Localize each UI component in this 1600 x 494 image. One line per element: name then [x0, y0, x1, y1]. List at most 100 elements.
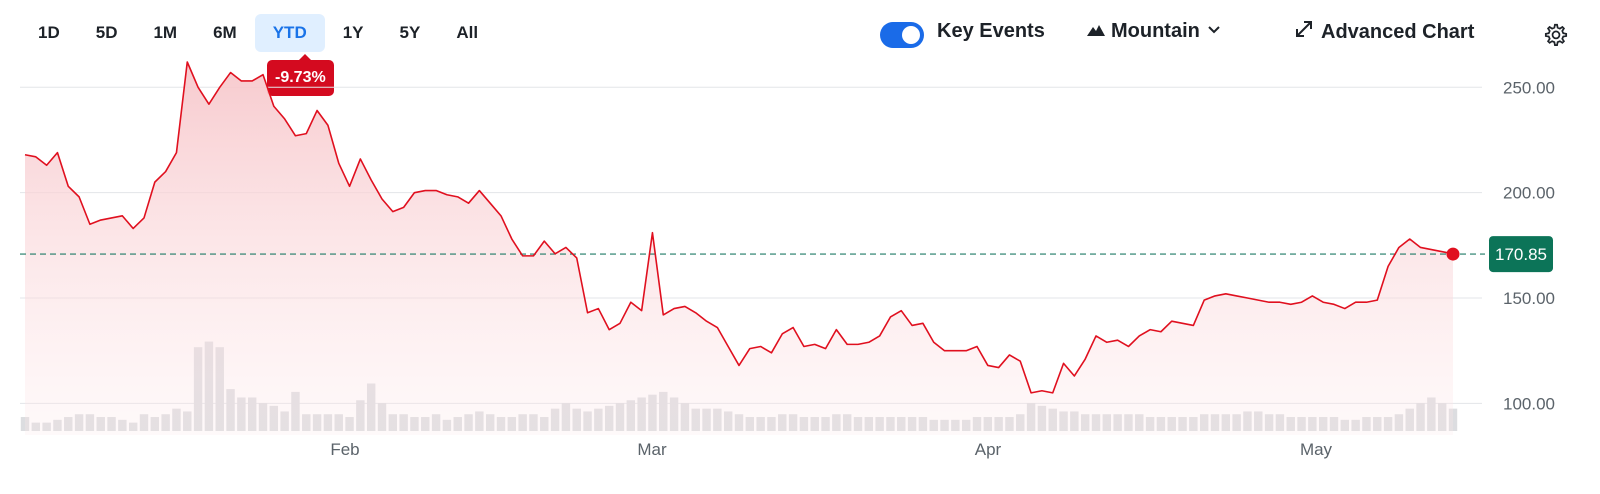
key-events-label: Key Events: [937, 20, 1045, 42]
volume-bar: [680, 403, 690, 431]
key-events-toggle[interactable]: [880, 22, 924, 48]
volume-bar: [399, 414, 408, 431]
volume-bar: [518, 414, 527, 431]
volume-bar: [767, 417, 776, 431]
volume-bar: [669, 397, 679, 431]
volume-bar: [1059, 411, 1068, 431]
volume-bar: [64, 417, 73, 431]
volume-bar: [983, 417, 993, 431]
volume-bar: [1254, 411, 1263, 431]
volume-bar: [1437, 403, 1447, 431]
expand-arrows-icon: [1295, 20, 1313, 44]
volume-bar: [139, 414, 149, 431]
range-button-ytd[interactable]: YTD: [254, 14, 325, 52]
volume-bar: [366, 383, 376, 431]
range-button-all[interactable]: All: [456, 23, 479, 42]
volume-bar: [886, 417, 895, 431]
volume-bar: [897, 417, 906, 431]
volume-bar: [594, 408, 603, 431]
mountain-icon: [1087, 20, 1105, 43]
volume-bar: [648, 394, 657, 431]
volume-bar: [1362, 417, 1371, 431]
volume-bar: [756, 417, 765, 431]
volume-bar: [291, 391, 300, 431]
volume-bar: [918, 417, 928, 431]
volume-bar: [972, 417, 982, 431]
volume-bar: [237, 397, 246, 431]
range-button-1d[interactable]: 1D: [38, 23, 60, 42]
volume-bar: [150, 417, 160, 431]
volume-bar: [842, 414, 852, 431]
range-button-1m[interactable]: 1M: [153, 23, 178, 42]
volume-bar: [864, 417, 874, 431]
toggle-knob: [902, 26, 920, 44]
volume-bar: [540, 417, 549, 431]
volume-bar: [85, 414, 95, 431]
price-line: [24, 61, 1454, 394]
volume-bar: [1383, 417, 1393, 431]
volume-bar: [1243, 411, 1252, 431]
volume-bar: [258, 403, 268, 431]
volume-bar: [356, 400, 365, 431]
volume-bar: [1048, 408, 1057, 431]
chart-type-label: Mountain: [1111, 20, 1200, 42]
volume-bar: [107, 417, 116, 431]
volume-bar: [1156, 417, 1166, 431]
last-price-tag: [1489, 236, 1553, 273]
chart-type-dropdown[interactable]: Mountain: [1087, 20, 1222, 43]
volume-bar: [1124, 414, 1133, 431]
volume-bar: [778, 414, 787, 431]
volume-bar: [637, 397, 646, 431]
volume-bar: [615, 403, 625, 431]
volume-bar: [1016, 414, 1025, 431]
volume-bar: [172, 408, 181, 431]
volume-bar: [1340, 419, 1350, 431]
gear-icon[interactable]: [1543, 22, 1569, 48]
volume-bar: [1135, 414, 1144, 431]
volume-bar: [485, 414, 495, 431]
volume-bar: [1037, 405, 1047, 431]
volume-bar: [713, 408, 722, 431]
volume-bar: [1448, 408, 1458, 431]
volume-bar: [475, 411, 484, 431]
volume-bar: [1308, 417, 1317, 431]
volume-bar: [1232, 414, 1241, 431]
chevron-down-icon: [1206, 20, 1222, 43]
volume-bar: [1178, 417, 1187, 431]
volume-bar: [226, 389, 235, 431]
x-tick-label: Apr: [975, 440, 1002, 459]
volume-bar: [1286, 417, 1295, 431]
volume-bar: [1221, 414, 1231, 431]
y-tick-label: 100.00: [1503, 394, 1555, 413]
volume-bar: [215, 347, 224, 431]
volume-bar: [442, 419, 452, 431]
volume-bar: [1373, 417, 1382, 431]
range-button-1y[interactable]: 1Y: [342, 23, 364, 42]
volume-bar: [507, 417, 517, 431]
volume-bar: [1264, 414, 1274, 431]
volume-bar: [961, 419, 971, 431]
volume-bar: [550, 408, 560, 431]
volume-bar: [410, 417, 419, 431]
volume-bar: [994, 417, 1003, 431]
volume-bar: [1427, 397, 1436, 431]
volume-bar: [193, 347, 203, 431]
volume-bar: [334, 414, 343, 431]
volume-bar: [31, 422, 41, 431]
volume-bar: [53, 419, 62, 431]
volume-bar: [1145, 417, 1155, 431]
volume-bar: [659, 391, 668, 431]
volume-bar: [20, 417, 30, 431]
volume-bar: [42, 422, 51, 431]
range-button-5d[interactable]: 5D: [95, 23, 118, 42]
volume-bar: [1102, 414, 1112, 431]
range-button-5y[interactable]: 5Y: [399, 23, 421, 42]
advanced-chart-button[interactable]: Advanced Chart: [1295, 20, 1474, 44]
volume-bar: [377, 403, 387, 431]
volume-bar: [1113, 414, 1122, 431]
range-button-6m[interactable]: 6M: [213, 23, 237, 42]
volume-bar: [604, 405, 614, 431]
volume-bar: [561, 403, 571, 431]
volume-bar: [788, 414, 798, 431]
